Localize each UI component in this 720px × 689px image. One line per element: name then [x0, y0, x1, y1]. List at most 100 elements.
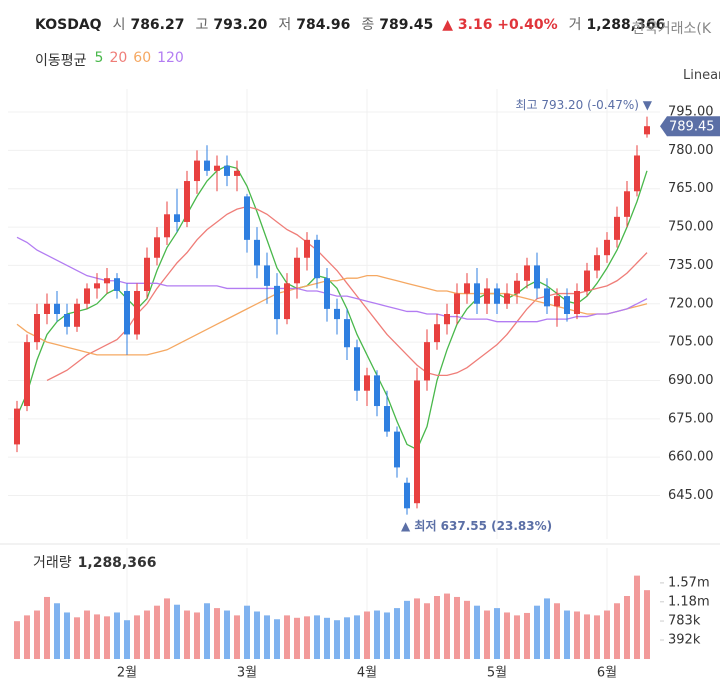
candle-body	[384, 406, 390, 432]
volume-bar	[254, 611, 260, 659]
volume-bar	[414, 598, 420, 659]
volume-bar	[24, 615, 30, 659]
y-tick-label: 765.00	[668, 181, 714, 196]
volume-bar	[634, 575, 640, 659]
candle-body	[204, 160, 210, 171]
volume-bar	[194, 612, 200, 659]
candle-body	[124, 290, 130, 335]
y-tick-label: 783k	[668, 614, 701, 629]
change: ▲ 3.16 +0.40%	[442, 17, 558, 33]
volume-bar	[84, 610, 90, 659]
candle-body	[54, 303, 60, 314]
legend-title: 이동평균	[35, 53, 87, 69]
candle-body	[614, 216, 620, 240]
candle-body	[414, 380, 420, 504]
candle-body	[234, 170, 240, 176]
candle-body	[304, 239, 310, 258]
candle-body	[464, 283, 470, 294]
candle-body	[364, 375, 370, 391]
candle-body	[214, 165, 220, 171]
volume-bar	[604, 610, 610, 659]
candle-body	[444, 314, 450, 325]
volume-bar	[174, 604, 180, 659]
volume-bar	[554, 603, 560, 659]
legend-entry[interactable]: 120	[157, 50, 184, 66]
volume-bar	[394, 608, 400, 659]
y-tick-label: 645.00	[668, 488, 714, 503]
candle-body	[44, 303, 50, 314]
y-tick-label: 795.00	[668, 105, 714, 120]
volume-bar	[334, 620, 340, 659]
candle-body	[524, 265, 530, 281]
volume-bar	[204, 603, 210, 659]
legend-entry[interactable]: 60	[133, 50, 152, 66]
volume-bar	[494, 608, 500, 659]
volume-bar	[624, 595, 630, 659]
candle-body	[24, 342, 30, 407]
volume-bar	[144, 610, 150, 659]
candle-body	[624, 191, 630, 217]
candle-body	[334, 308, 340, 320]
x-tick-label: 5월	[487, 666, 507, 681]
candle-body	[574, 290, 580, 314]
volume-title: 거래량 1,288,366	[33, 555, 156, 571]
volume-bar	[614, 603, 620, 659]
volume-bar	[644, 590, 650, 659]
close-value: 789.45	[379, 17, 434, 33]
volume-bar	[44, 596, 50, 659]
candle-body	[554, 296, 560, 307]
candle-body	[194, 160, 200, 182]
candle-body	[404, 482, 410, 509]
candle-body	[184, 181, 190, 222]
low-annotation: ▲ 최저 637.55 (23.83%)	[401, 518, 552, 533]
volume-bar	[244, 605, 250, 659]
volume-bar	[464, 600, 470, 659]
y-tick-label: 690.00	[668, 373, 714, 388]
volume-bar	[14, 621, 20, 659]
candle-body	[354, 347, 360, 391]
candle-body	[294, 257, 300, 284]
candle-body	[94, 283, 100, 289]
legend-entry[interactable]: 20	[109, 50, 128, 66]
candle-body	[74, 303, 80, 327]
candle-body	[644, 126, 650, 135]
legend-entry[interactable]: 5	[94, 50, 104, 66]
volume-bar	[324, 617, 330, 659]
candle-body	[264, 265, 270, 286]
x-tick-label: 2월	[117, 666, 137, 681]
volume-bar	[424, 603, 430, 659]
candle-body	[254, 239, 260, 266]
volume-bar	[404, 600, 410, 659]
x-tick-label: 3월	[237, 666, 257, 681]
x-tick-label: 6월	[597, 666, 617, 681]
candle-body	[154, 237, 160, 258]
volume-bar	[374, 610, 380, 659]
volume-bar	[454, 596, 460, 659]
candle-body	[144, 257, 150, 291]
volume-bar	[264, 615, 270, 659]
volume-bar	[294, 617, 300, 659]
volume-title-value: 1,288,366	[78, 555, 157, 571]
last-price-tag	[660, 116, 720, 137]
last-price-label: 789.45	[669, 120, 715, 135]
header: KOSDAQ 시 786.27 고 793.20 저 784.96 종 789.45 ▲…	[35, 14, 665, 34]
volume-bar	[114, 612, 120, 659]
scale-mode[interactable]: Linear	[683, 68, 720, 83]
candle-body	[394, 431, 400, 468]
candle-body	[604, 239, 610, 256]
candle-body	[224, 165, 230, 176]
volume-bar	[484, 610, 490, 659]
symbol: KOSDAQ	[35, 17, 102, 33]
candle-body	[514, 280, 520, 294]
volume-bar	[524, 612, 530, 659]
candle-body	[84, 288, 90, 304]
candle-body	[274, 285, 280, 320]
volume-bar	[474, 605, 480, 659]
volume-bar	[304, 616, 310, 659]
candle-body	[564, 296, 570, 314]
volume-bar	[54, 603, 60, 659]
y-tick-label: 780.00	[668, 143, 714, 158]
close-label: 종	[361, 17, 375, 33]
candle-body	[174, 214, 180, 222]
